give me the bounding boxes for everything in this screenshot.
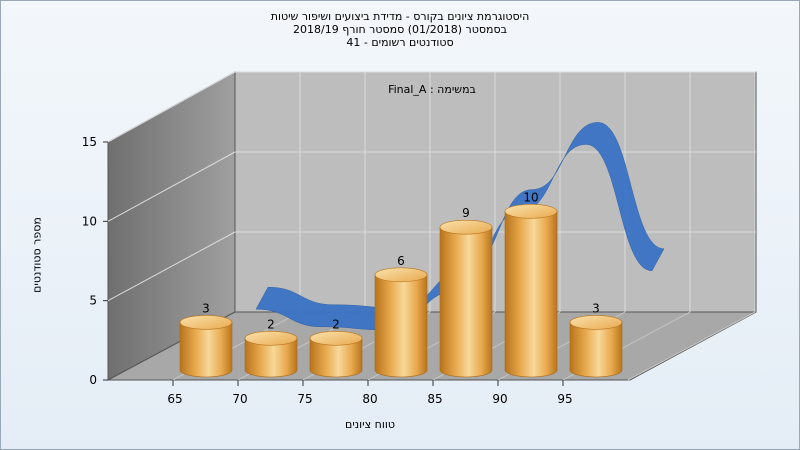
bar-top bbox=[244, 330, 298, 346]
bar-top bbox=[374, 267, 428, 283]
bar-85: 9 bbox=[439, 206, 493, 378]
y-tick-label: 0 bbox=[89, 373, 97, 387]
bar-body bbox=[244, 337, 298, 378]
grid-line-left bbox=[107, 231, 236, 302]
y-tick-label: 5 bbox=[89, 294, 97, 308]
bar-65: 3 bbox=[179, 301, 233, 378]
bar-value-label: 3 bbox=[202, 301, 210, 315]
x-tick-label: 70 bbox=[232, 392, 247, 406]
bar-body bbox=[504, 211, 558, 378]
title-line-3: סטודנטים רשומים - 41 bbox=[346, 36, 454, 49]
y-tick-label: 15 bbox=[82, 135, 97, 149]
bar-body bbox=[374, 274, 428, 378]
bar-top bbox=[504, 204, 558, 219]
x-tick-label: 90 bbox=[492, 392, 507, 406]
y-tick-label: 10 bbox=[82, 214, 97, 228]
grid-line-floor bbox=[627, 311, 756, 381]
series-label: Final_A : במשימה bbox=[388, 83, 476, 96]
bar-95: 3 bbox=[569, 301, 623, 378]
x-tick-label: 75 bbox=[297, 392, 312, 406]
bar-75: 2 bbox=[309, 317, 363, 378]
bar-value-label: 9 bbox=[462, 206, 470, 220]
bar-value-label: 3 bbox=[592, 301, 600, 315]
bar-top bbox=[179, 315, 233, 330]
grid-line-left bbox=[107, 151, 236, 222]
bar-body bbox=[439, 226, 493, 378]
bar-body bbox=[179, 322, 233, 378]
x-axis-label: טווח ציונים bbox=[345, 418, 395, 431]
bar-body bbox=[309, 337, 363, 378]
grid-line-left bbox=[107, 71, 236, 143]
x-tick-label: 80 bbox=[362, 392, 377, 406]
title-line-2: בסמסטר (01/2018) סמסטר חורף 2018/19 bbox=[293, 23, 507, 36]
bar-value-label: 10 bbox=[523, 190, 538, 204]
chart-title: היסטוגרמת ציונים בקורס - מדידת ביצועים ו… bbox=[0, 10, 800, 49]
x-tick-label: 65 bbox=[167, 392, 182, 406]
bar-top bbox=[569, 315, 623, 330]
title-line-1: היסטוגרמת ציונים בקורס - מדידת ביצועים ו… bbox=[270, 10, 530, 23]
bar-90: 10 bbox=[504, 190, 558, 378]
bar-value-label: 6 bbox=[397, 254, 405, 268]
x-tick-label: 85 bbox=[427, 392, 442, 406]
bar-value-label: 2 bbox=[332, 317, 340, 331]
bar-top bbox=[439, 219, 493, 235]
bar-70: 2 bbox=[244, 317, 298, 378]
bar-80: 6 bbox=[374, 254, 428, 378]
bar-top bbox=[309, 330, 363, 346]
y-axis-label: מספר סטודנטים bbox=[30, 217, 44, 293]
bar-body bbox=[569, 322, 623, 378]
bar-value-label: 2 bbox=[267, 317, 275, 331]
x-tick-label: 95 bbox=[557, 392, 572, 406]
